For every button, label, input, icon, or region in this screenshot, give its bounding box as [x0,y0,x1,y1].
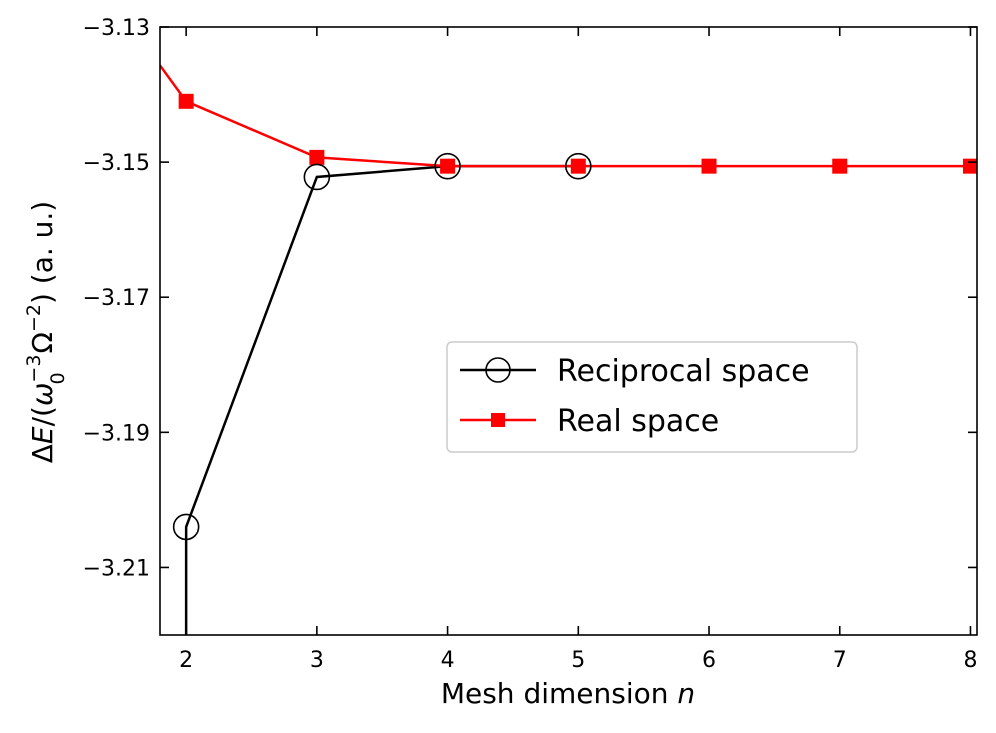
x-axis-label: Mesh dimension n [441,677,695,710]
reciprocal-marker-4 [434,152,461,180]
legend-label-reciprocal: Reciprocal space [557,354,810,389]
legend-box [446,341,858,453]
x-tick-label-8: 8 [963,648,977,673]
reciprocal-marker-2 [172,513,200,541]
y-tick-label-0: −3.13 [83,16,150,41]
x-tick-label-7: 7 [833,648,847,673]
real-space-marker-4 [440,158,456,174]
y-label-delta: Δ [26,444,59,463]
real-space-marker-5 [570,158,586,174]
y-label-omega-sub: 0 [47,372,69,384]
reciprocal-marker-3 [303,163,331,191]
y-label-capital-omega: Ω [26,332,59,353]
x-tick-label-6: 6 [702,648,716,673]
y-tick-label-2: −3.17 [83,286,150,311]
series-line-real [160,64,971,168]
y-label-capital-omega-sup: −2 [23,304,45,332]
y-tick-label-3: −3.19 [83,421,150,446]
y-label-units: ) (a. u.) [26,201,59,304]
real-space-marker-6 [701,158,717,174]
x-tick-label-3: 3 [310,648,324,673]
legend-label-real: Real space [557,404,719,439]
x-axis-label-variable: n [677,677,695,710]
y-tick-label-4: −3.21 [83,556,150,581]
x-tick-label-5: 5 [571,648,585,673]
real-space-marker-3 [309,149,325,165]
y-axis-label: ΔE/(ω−3 0 Ω−2) (a. u.) [23,201,69,463]
y-tick-label-1: −3.15 [83,151,150,176]
plot-frame [159,26,978,636]
x-tick-label-4: 4 [441,648,455,673]
y-label-open: /( [26,406,59,426]
real-space-marker-8 [962,158,977,174]
x-tick-label-2: 2 [179,648,193,673]
reciprocal-marker-5 [565,152,592,180]
real-space-marker-2 [178,93,194,109]
y-label-omega: ω [26,383,59,406]
y-label-e: E [26,426,59,444]
x-axis-label-text: Mesh dimension [441,677,678,710]
legend-marker-real [491,413,505,427]
real-space-marker-7 [832,158,848,174]
y-label-omega-sup: −3 [23,355,45,383]
legend: Reciprocal space Real space [446,341,858,453]
legend-marker-reciprocal [485,357,511,383]
